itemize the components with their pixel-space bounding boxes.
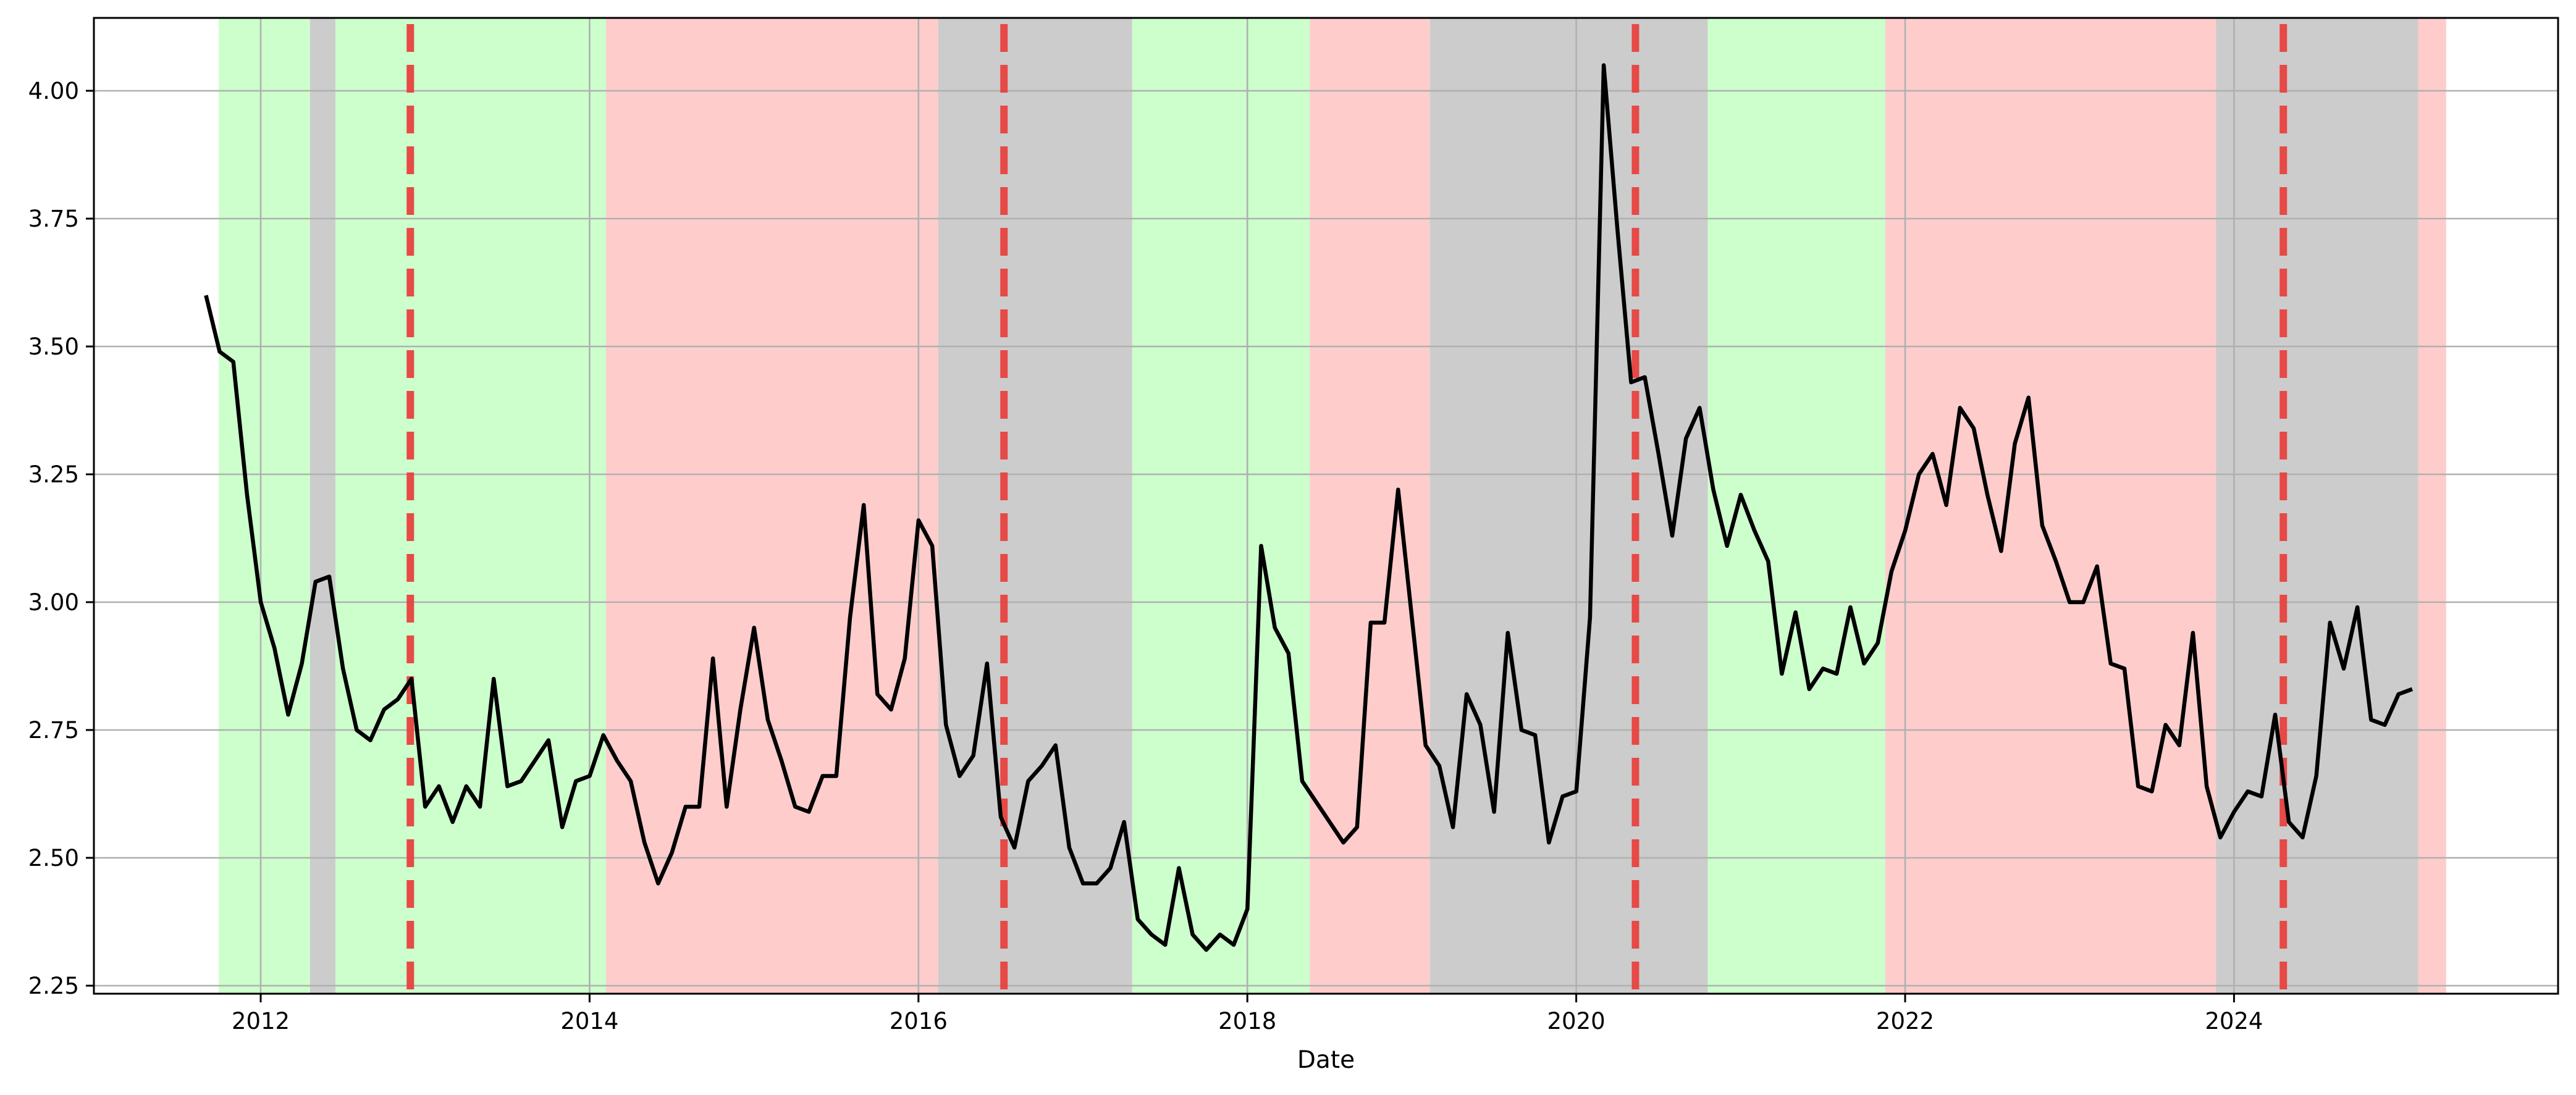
x-tick-label: 2016: [890, 1008, 948, 1034]
band-red: [1885, 18, 2216, 994]
x-tick-label: 2024: [2205, 1008, 2263, 1034]
y-tick-label: 3.75: [28, 206, 79, 232]
x-tick-label: 2012: [232, 1008, 290, 1034]
band-green: [219, 18, 310, 994]
x-tick-label: 2020: [1547, 1008, 1606, 1034]
y-tick-label: 2.50: [28, 845, 79, 871]
grid-lines: [94, 18, 2558, 994]
band-gray: [309, 18, 336, 994]
plot-frame: [93, 17, 2559, 995]
y-tick-label: 2.75: [28, 717, 79, 744]
data-series: [204, 63, 2414, 952]
x-tick-label: 2014: [560, 1008, 618, 1034]
x-tick-label: 2022: [1876, 1008, 1934, 1034]
band-red: [606, 18, 938, 994]
x-axis-label: Date: [1297, 1046, 1355, 1074]
x-axis: 2012 2014 2016 2018 2020 2022 2024: [232, 994, 2263, 1034]
y-tick-label: 3.25: [28, 461, 79, 488]
regime-bands: [219, 18, 2446, 994]
band-green: [1132, 18, 1310, 994]
band-gray: [1429, 18, 1708, 994]
x-tick-label: 2018: [1218, 1008, 1276, 1034]
band-green: [1707, 18, 1886, 994]
band-gray: [938, 18, 1132, 994]
series-line: [204, 63, 2414, 952]
band-gray: [2216, 18, 2418, 994]
y-tick-label: 3.50: [28, 334, 79, 360]
y-tick-label: 4.00: [28, 78, 79, 104]
y-tick-label: 2.25: [28, 973, 79, 999]
band-red: [2418, 18, 2446, 994]
band-green: [335, 18, 607, 994]
y-tick-label: 3.00: [28, 589, 79, 616]
band-red: [1310, 18, 1430, 994]
y-axis: 2.25 2.50 2.75 3.00 3.25 3.50 3.75 4.00: [28, 78, 94, 999]
